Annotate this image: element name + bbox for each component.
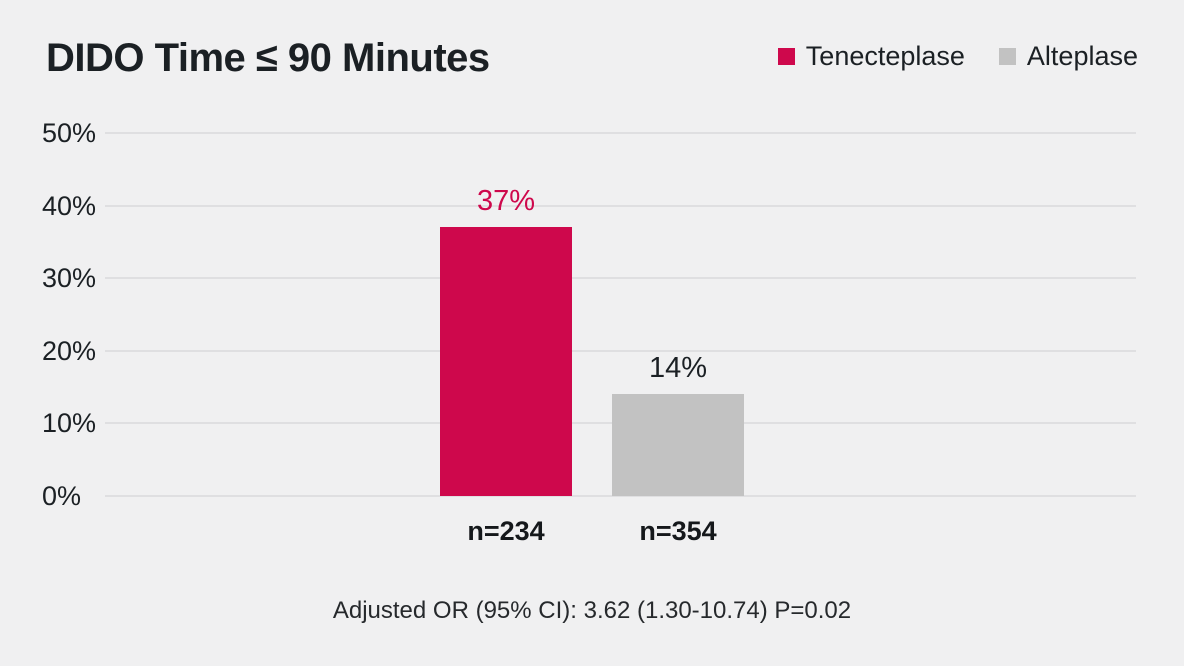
- tenecteplase-swatch-icon: [777, 47, 795, 65]
- gridline-40%: [105, 204, 1136, 207]
- bar-n-label-alteplase: n=354: [639, 516, 717, 546]
- legend-label-alteplase: Alteplase: [1026, 41, 1138, 71]
- legend-item-tenecteplase: Tenecteplase: [777, 40, 965, 72]
- bar-tenecteplase: [440, 227, 572, 496]
- gridline-30%: [105, 277, 1136, 279]
- chart-title: DIDO Time ≤ 90 Minutes: [46, 36, 490, 80]
- footnote-adjusted-or: Adjusted OR (95% CI): 3.62 (1.30-10.74) …: [332, 597, 852, 624]
- gridline-0%: [105, 494, 1136, 497]
- y-axis-tick-label: 50%: [42, 118, 97, 148]
- gridline-20%: [105, 349, 1136, 352]
- y-axis-tick-label: 10%: [42, 408, 97, 438]
- y-axis-tick-label: 40%: [42, 190, 97, 221]
- bar-value-label-tenecteplase: 37%: [476, 185, 536, 218]
- legend-label-tenecteplase: Tenecteplase: [805, 41, 965, 71]
- gridline-50%: [105, 132, 1136, 134]
- y-axis-tick-label: 0%: [42, 480, 82, 511]
- alteplase-swatch-icon: [998, 47, 1016, 65]
- legend-item-alteplase: Alteplase: [998, 40, 1138, 72]
- y-axis-tick-label: 30%: [42, 263, 97, 293]
- bar-n-label-tenecteplase: n=234: [467, 516, 545, 546]
- legend: Tenecteplase Alteplase: [777, 40, 1138, 72]
- bar-alteplase: [612, 394, 744, 496]
- y-axis-tick-label: 20%: [42, 335, 97, 366]
- bar-value-label-alteplase: 14%: [648, 352, 708, 384]
